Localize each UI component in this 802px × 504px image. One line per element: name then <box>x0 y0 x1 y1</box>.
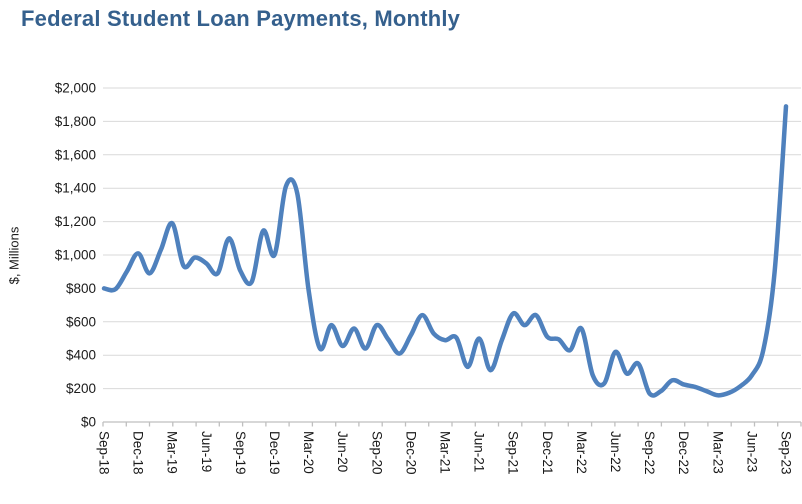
y-axis-tick-label: $600 <box>66 314 96 329</box>
x-axis-tick-label: Sep-18 <box>97 431 112 475</box>
y-axis-tick-label: $1,000 <box>55 248 96 263</box>
y-axis-tick-label: $1,600 <box>55 147 96 162</box>
x-axis-tick-label: Mar-21 <box>438 431 453 474</box>
x-axis-tick-label: Sep-22 <box>642 431 657 475</box>
y-axis-tick-label: $400 <box>66 348 96 363</box>
y-axis-tick-label: $800 <box>66 281 96 296</box>
x-axis-tick-label: Mar-23 <box>710 431 725 474</box>
y-axis-tick-label: $1,400 <box>55 181 96 196</box>
x-axis-tick-label: Jun-20 <box>335 431 350 472</box>
y-axis-tick-label: $1,800 <box>55 114 96 129</box>
x-axis-tick-label: Jun-22 <box>608 431 623 472</box>
x-axis-tick-label: Dec-18 <box>131 431 146 475</box>
x-axis-tick-label: Dec-21 <box>540 431 555 475</box>
x-axis-tick-label: Dec-20 <box>403 431 418 475</box>
x-axis-tick-label: Sep-21 <box>506 431 521 475</box>
y-axis-title: $, Millions <box>6 226 22 285</box>
x-axis-tick-label: Jun-19 <box>199 431 214 472</box>
x-axis-tick-label: Sep-23 <box>779 431 794 475</box>
x-axis-tick-label: Dec-22 <box>676 431 691 475</box>
payments-line-series <box>101 104 789 398</box>
x-axis-tick-label: Sep-19 <box>233 431 248 475</box>
x-axis-tick-label: Mar-19 <box>165 431 180 474</box>
y-axis-tick-label: $0 <box>81 415 96 430</box>
x-axis-tick-label: Mar-22 <box>574 431 589 474</box>
x-axis-tick-label: Sep-20 <box>369 431 384 475</box>
x-axis-tick-label: Jun-21 <box>472 431 487 472</box>
x-axis-tick-label: Dec-19 <box>267 431 282 475</box>
chart-title: Federal Student Loan Payments, Monthly <box>21 6 461 31</box>
x-axis-tick-label: Jun-23 <box>744 431 759 472</box>
y-axis-tick-label: $200 <box>66 381 96 396</box>
y-axis-tick-label: $2,000 <box>55 81 96 96</box>
y-axis-tick-label: $1,200 <box>55 214 96 229</box>
x-axis-tick-label: Mar-20 <box>301 431 316 474</box>
